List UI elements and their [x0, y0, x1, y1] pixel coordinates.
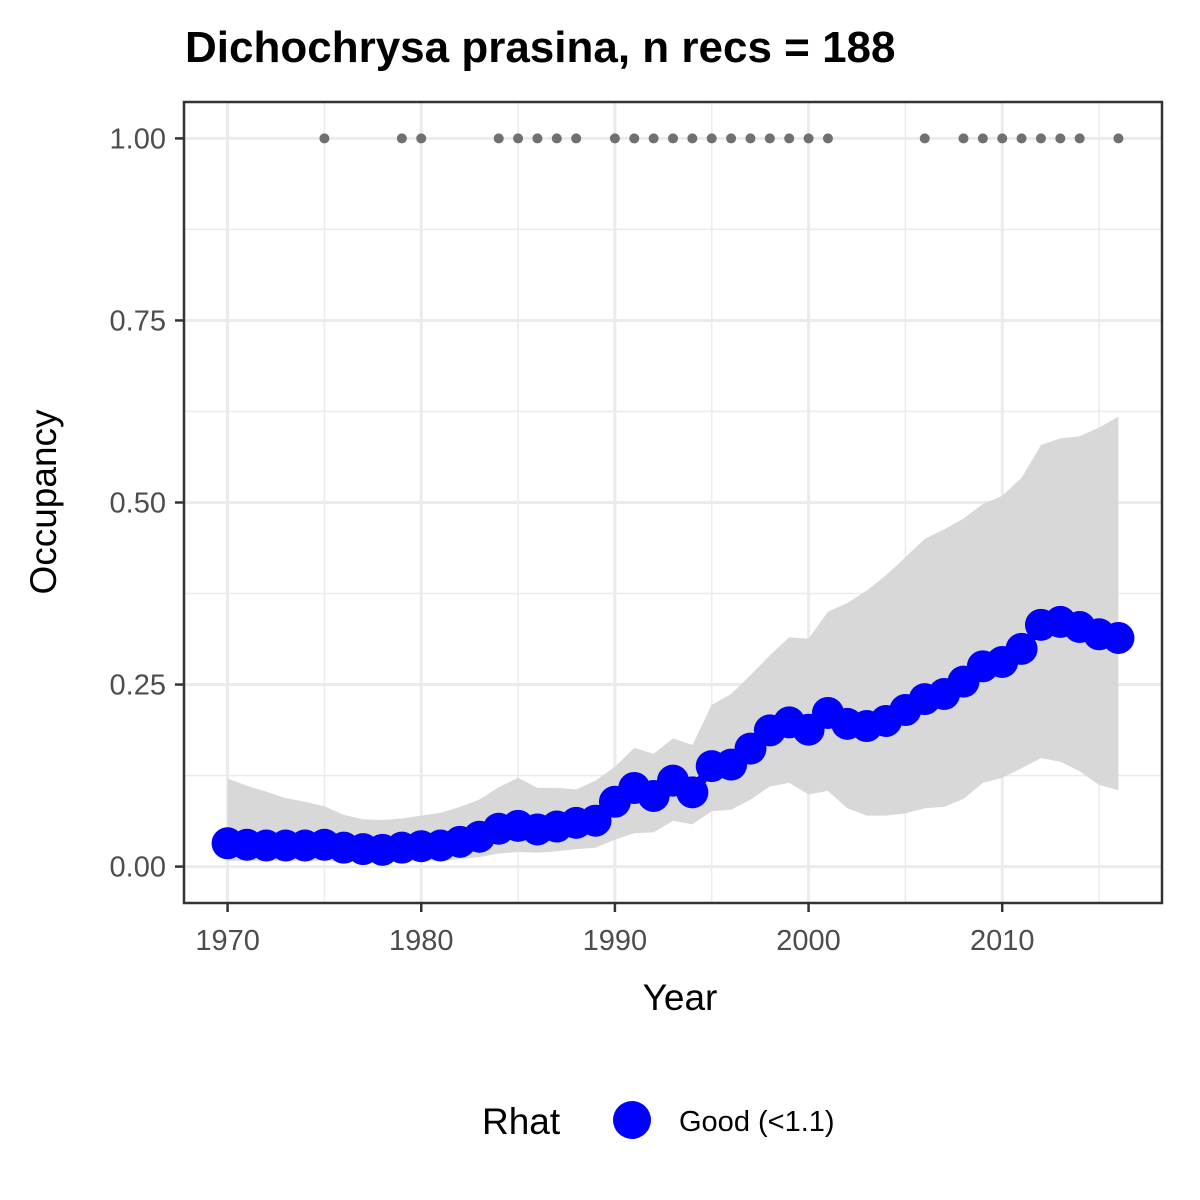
y-tick-label: 1.00	[110, 123, 166, 155]
record-point	[396, 133, 407, 144]
y-axis-title: Occupancy	[23, 409, 64, 595]
record-point	[668, 133, 678, 144]
record-point	[687, 133, 698, 144]
record-point	[997, 133, 1008, 144]
occupancy-series	[211, 605, 1135, 866]
occupancy-point	[1005, 632, 1038, 665]
record-point	[513, 133, 524, 144]
legend-label-good: Good (<1.1)	[679, 1106, 835, 1138]
legend: Rhat Good (<1.1)	[482, 1101, 835, 1142]
x-axis: 1970 1980 1990 2000 2010	[195, 903, 1034, 957]
chart-title: Dichochrysa prasina, n recs = 188	[185, 23, 896, 72]
y-tick-label: 0.25	[110, 670, 166, 702]
y-tick-label: 0.50	[110, 488, 166, 520]
record-point	[648, 133, 659, 144]
record-point	[977, 133, 988, 144]
record-point	[1113, 133, 1124, 144]
record-point	[629, 133, 640, 144]
y-tick-label: 0.75	[110, 305, 166, 337]
y-tick-label: 0.00	[110, 852, 166, 884]
record-point	[803, 133, 814, 144]
record-point	[1074, 133, 1085, 144]
occupancy-point	[1102, 621, 1135, 654]
legend-title: Rhat	[482, 1101, 561, 1142]
record-point	[822, 133, 833, 144]
record-points	[319, 133, 1124, 144]
legend-key-good	[613, 1101, 651, 1139]
x-tick-label: 2010	[970, 925, 1035, 957]
record-point	[1016, 133, 1027, 144]
record-point	[919, 133, 930, 144]
x-tick-label: 1970	[195, 925, 260, 957]
record-point	[571, 133, 582, 144]
record-point	[551, 133, 562, 144]
record-point	[958, 133, 969, 144]
record-point	[745, 133, 756, 144]
record-point	[1035, 133, 1046, 144]
x-tick-label: 1990	[583, 925, 648, 957]
record-point	[609, 133, 620, 144]
record-point	[1055, 133, 1066, 144]
x-tick-label: 2000	[776, 925, 841, 957]
confidence-ribbon	[227, 416, 1119, 863]
record-point	[726, 133, 737, 144]
record-point	[319, 133, 330, 144]
x-axis-title: Year	[643, 977, 718, 1018]
occupancy-point	[676, 776, 709, 809]
x-tick-label: 1980	[389, 925, 454, 957]
record-point	[764, 133, 775, 144]
y-axis: 0.00 0.25 0.50 0.75 1.00	[110, 123, 184, 884]
record-point	[532, 133, 543, 144]
record-point	[416, 133, 427, 144]
record-point	[493, 133, 504, 144]
record-point	[784, 133, 795, 144]
record-point	[706, 133, 717, 144]
